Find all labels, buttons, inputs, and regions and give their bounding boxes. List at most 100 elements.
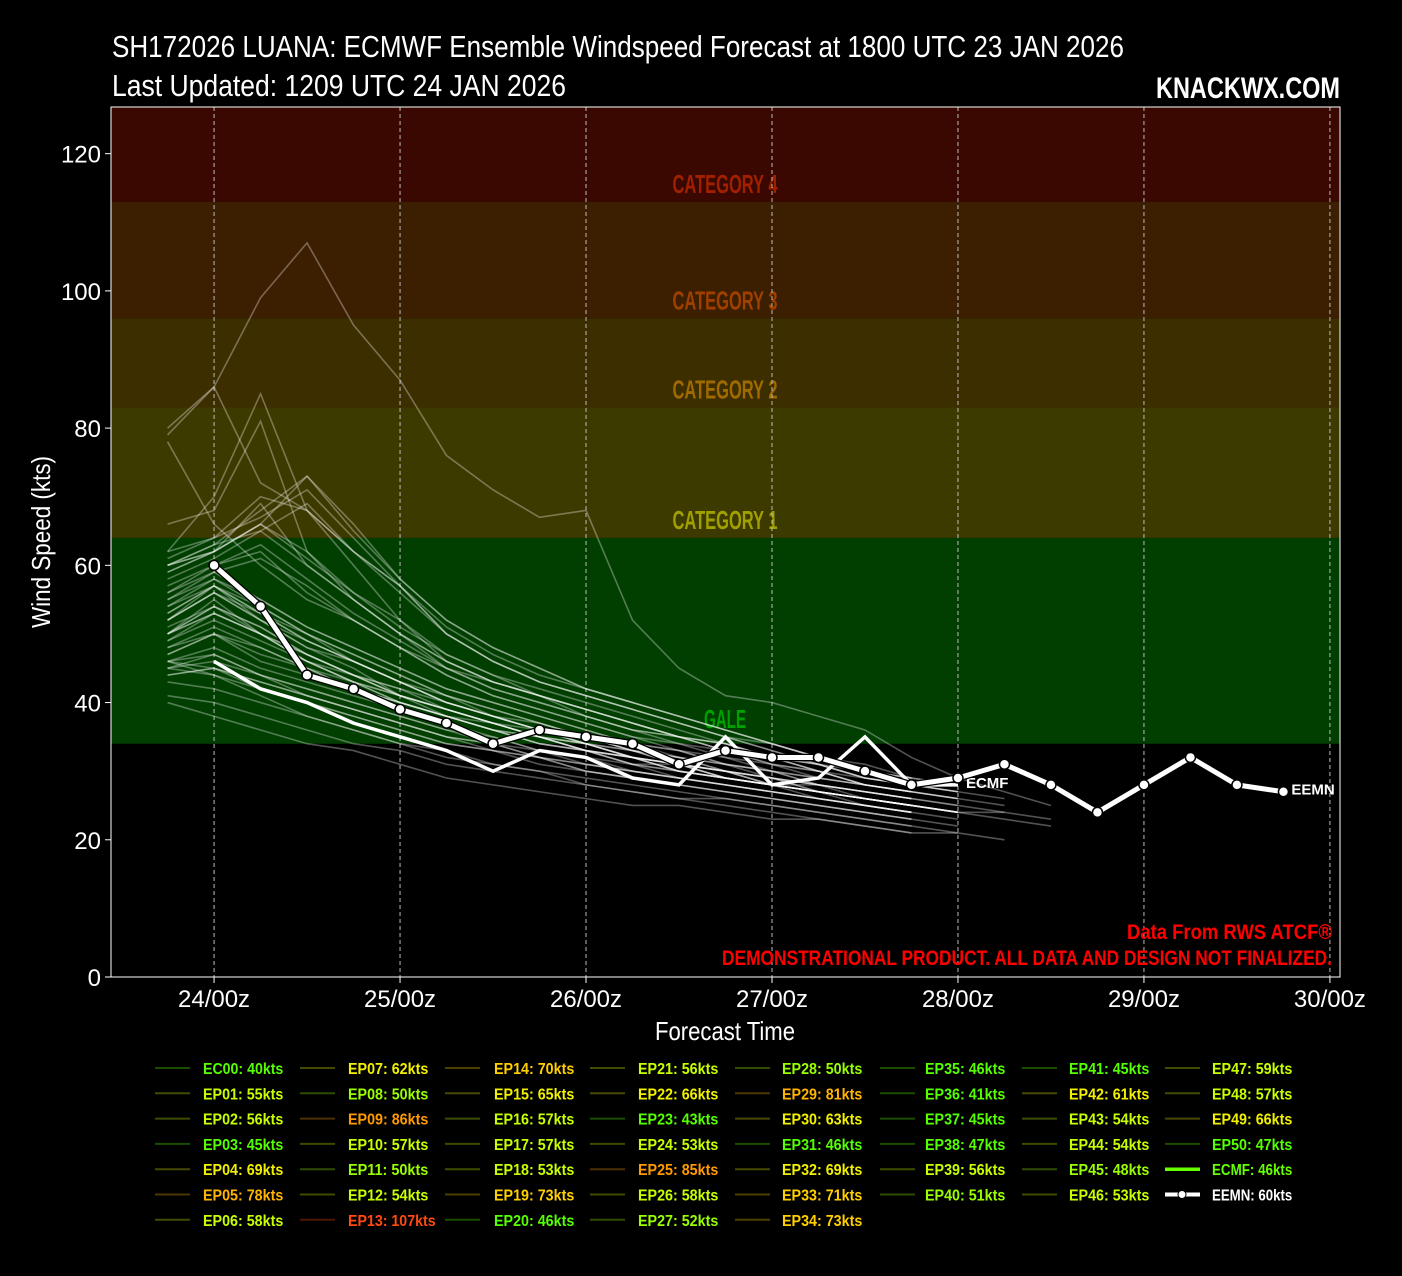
legend-label: EP43: 54kts <box>1069 1112 1149 1129</box>
eemn-point <box>1045 779 1057 791</box>
legend-item-ep47: EP47: 59kts <box>1165 1061 1292 1078</box>
eemn-point <box>1277 785 1290 798</box>
member-line-ep28 <box>167 633 912 814</box>
legend-swatch-marker <box>1177 1190 1187 1199</box>
legend-item-ep15: EP15: 65kts <box>445 1086 574 1103</box>
member-line-ep30 <box>167 543 912 793</box>
legend-label: EP15: 65kts <box>494 1086 574 1103</box>
eemn-point <box>766 751 778 764</box>
legend-item-ep28: EP28: 50kts <box>735 1061 862 1078</box>
member-line-ep24 <box>167 612 959 814</box>
ensemble-member-lines <box>166 241 1052 841</box>
legend-item-ep34: EP34: 73kts <box>735 1213 862 1230</box>
legend-label: EP42: 61kts <box>1069 1086 1149 1103</box>
legend-label: EC00: 40kts <box>203 1061 283 1078</box>
legend-item-ep26: EP26: 58kts <box>590 1188 718 1205</box>
member-line-ep34 <box>167 474 912 779</box>
legend-label: EP05: 78kts <box>203 1188 283 1205</box>
legend-label: EP46: 53kts <box>1069 1188 1149 1205</box>
y-tick-label: 80 <box>74 416 101 443</box>
legend-item-ep48: EP48: 57kts <box>1165 1086 1292 1103</box>
y-axis-label: Wind Speed (kts) <box>26 456 56 628</box>
grid-lines <box>213 107 1331 977</box>
member-line-ep02 <box>167 591 959 814</box>
eemn-point <box>440 717 453 729</box>
legend-label: EP44: 54kts <box>1069 1137 1149 1154</box>
member-line-ep14 <box>167 495 959 793</box>
legend-item-ep50: EP50: 47kts <box>1165 1137 1292 1154</box>
legend-label: EP12: 54kts <box>348 1188 428 1205</box>
member-line-ep03 <box>167 667 959 834</box>
x-tick-label: 25/00z <box>364 986 436 1013</box>
legend-item-ep05: EP05: 78kts <box>155 1188 283 1205</box>
legend-item-ep41: EP41: 45kts <box>1022 1061 1149 1078</box>
legend-label: EP23: 43kts <box>638 1112 718 1129</box>
legend-label: EP25: 85kts <box>638 1162 718 1179</box>
legend-label: EP40: 51kts <box>925 1188 1005 1205</box>
legend-item-ep07: EP07: 62kts <box>300 1061 428 1078</box>
member-line-ep47 <box>167 571 912 793</box>
legend-item-ep11: EP11: 50kts <box>300 1162 428 1179</box>
legend-item-ep13: EP13: 107kts <box>300 1213 436 1230</box>
legend-label: EP41: 45kts <box>1069 1061 1149 1078</box>
legend-label: EP45: 48kts <box>1069 1162 1149 1179</box>
x-tick-label: 30/00z <box>1294 986 1366 1013</box>
member-line-ep04 <box>167 502 1005 800</box>
legend-label: EP27: 52kts <box>638 1213 718 1230</box>
last-updated: Last Updated: 1209 UTC 24 JAN 2026 <box>112 68 566 103</box>
y-tick-label: 20 <box>74 828 101 855</box>
disclaimer: DEMONSTRATIONAL PRODUCT. ALL DATA AND DE… <box>722 947 1332 970</box>
legend-item-ep29: EP29: 81kts <box>735 1086 862 1103</box>
eemn-point <box>952 772 964 784</box>
legend-item-ep31: EP31: 46kts <box>735 1137 862 1154</box>
member-line-ec00 <box>167 701 1005 841</box>
main-forecast-lines: ECMF EEMN <box>208 559 1335 819</box>
band-label: CATEGORY 3 <box>673 285 778 315</box>
legend-label: EP35: 46kts <box>925 1061 1005 1078</box>
member-line-ep13 <box>166 241 1052 807</box>
legend-label: EP17: 57kts <box>494 1137 574 1154</box>
eemn-point <box>673 758 685 771</box>
eemn-point <box>859 765 871 777</box>
member-line-ep31 <box>167 660 912 814</box>
member-line-ep01 <box>167 598 1052 820</box>
eemn-line <box>212 563 1284 815</box>
legend-label: EP20: 46kts <box>494 1213 574 1230</box>
eemn-point <box>812 751 825 764</box>
eemn-point <box>1091 806 1104 819</box>
eemn-point <box>394 703 406 716</box>
legend-item-ep12: EP12: 54kts <box>300 1188 428 1205</box>
ecmf-line-label: ECMF <box>966 775 1009 792</box>
legend-item-ep42: EP42: 61kts <box>1022 1086 1149 1103</box>
legend-item-ep33: EP33: 71kts <box>735 1188 862 1205</box>
legend-label: EP03: 45kts <box>203 1137 283 1154</box>
eemn-point <box>1231 779 1243 791</box>
legend-label: EP14: 70kts <box>494 1061 574 1078</box>
legend-label: EP19: 73kts <box>494 1188 574 1205</box>
legend-label: EP32: 69kts <box>782 1162 862 1179</box>
band-category-4 <box>111 107 1340 202</box>
member-line-ep23 <box>167 681 912 827</box>
legend-label: EP37: 45kts <box>925 1112 1005 1129</box>
legend-label: EP29: 81kts <box>782 1086 862 1103</box>
legend-label: EP06: 58kts <box>203 1213 283 1230</box>
legend-label: ECMF: 46kts <box>1212 1162 1292 1179</box>
member-line-ep09 <box>167 385 1005 807</box>
legend-label: EP04: 69kts <box>203 1162 283 1179</box>
axes: 24/00z 25/00z 26/00z 27/00z 28/00z 29/00z 30/0… <box>61 142 1366 1013</box>
member-line-ep40 <box>167 626 912 807</box>
legend-item-ep20: EP20: 46kts <box>445 1213 574 1230</box>
eemn-point <box>580 731 592 743</box>
y-tick-label: 0 <box>88 965 101 992</box>
x-axis-label: Forecast Time <box>655 1016 795 1046</box>
legend-label: EP11: 50kts <box>348 1162 428 1179</box>
legend-label: EP22: 66kts <box>638 1086 718 1103</box>
legend-item-ep18: EP18: 53kts <box>445 1162 574 1179</box>
legend-item-ep08: EP08: 50kts <box>300 1086 428 1103</box>
x-tick-label: 26/00z <box>550 986 622 1013</box>
legend-item-ep46: EP46: 53kts <box>1022 1188 1149 1205</box>
legend-item-ep36: EP36: 41kts <box>880 1086 1005 1103</box>
eemn-point <box>208 559 220 572</box>
legend-label: EP26: 58kts <box>638 1188 718 1205</box>
member-line-ep07 <box>167 550 959 800</box>
